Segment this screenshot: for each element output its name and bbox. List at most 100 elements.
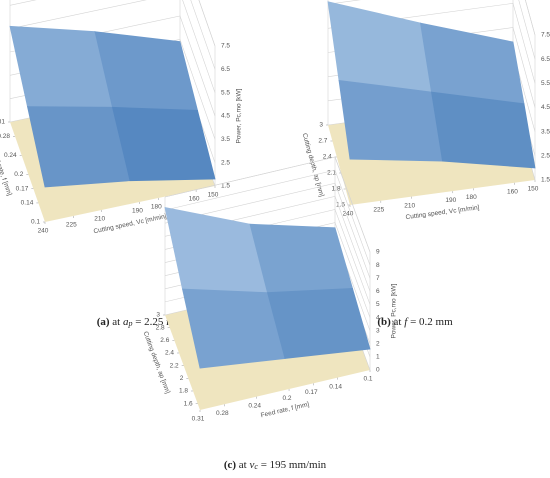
- z-tick-label: 0: [376, 367, 380, 374]
- caption-label: (a): [97, 316, 110, 328]
- z-tick-label: 2.5: [541, 153, 550, 160]
- surface-chart: 0 1 2 3 4 5 6 7 8 9 0.31 0.28 0.24 0.2 0.17 0.14 0.1 1.6 1…: [142, 156, 398, 471]
- z-tick-label: 1.5: [221, 183, 230, 190]
- surface-cell: [249, 223, 354, 294]
- surface-cell: [27, 106, 131, 188]
- y-tick-label: 2.2: [170, 362, 179, 369]
- y-tick-label: 2.4: [323, 154, 332, 161]
- z-tick-label: 3.5: [541, 128, 550, 135]
- surface-chart: 1.5 2.5 3.5 4.5 5.5 6.5 7.5 240 225 210 190 180 160 1…: [0, 0, 243, 328]
- surface-cell: [111, 106, 216, 182]
- surface-cell: [164, 206, 269, 294]
- caption-rest: = 0.2 mm: [407, 316, 453, 328]
- surface-cell: [327, 1, 432, 93]
- x-tick-label: 0.24: [248, 402, 261, 409]
- z-axis-label: Power, Pc,mo [kW]: [236, 88, 243, 143]
- grid-line: [525, 0, 536, 36]
- caption-text: at: [236, 459, 249, 471]
- x-tick-label: 0.31: [192, 416, 205, 423]
- x-tick-label: 240: [343, 211, 354, 218]
- caption-symbol: a: [123, 316, 129, 328]
- caption-label: (c): [224, 459, 237, 471]
- z-tick-label: 7: [376, 275, 380, 282]
- grid-line: [198, 0, 216, 47]
- z-tick-label: 1: [376, 354, 380, 361]
- x-tick-label: 190: [445, 197, 456, 204]
- y-tick-label: 1.8: [332, 186, 341, 193]
- z-tick-label: 2.5: [221, 159, 230, 166]
- caption-symbol: v: [249, 459, 254, 471]
- x-tick-label: 0.14: [329, 383, 342, 390]
- z-tick-label: 5.5: [541, 80, 550, 87]
- caption: (c) at vc = 195 mm/min: [224, 459, 327, 471]
- y-tick-label: 0.28: [0, 133, 10, 140]
- z-tick-label: 7.5: [541, 32, 550, 39]
- x-tick-label: 210: [404, 202, 415, 209]
- x-tick-label: 240: [38, 228, 49, 235]
- surface-chart: 1.5 2.5 3.5 4.5 5.5 6.5 7.5 240 225 210 190 180 160 1…: [301, 0, 550, 328]
- y-tick-label: 2.6: [160, 337, 169, 344]
- x-tick-label: 210: [94, 216, 105, 223]
- x-tick-label: 225: [373, 207, 384, 214]
- surface-cell: [338, 79, 443, 162]
- grid-line: [327, 0, 536, 60]
- z-axis-label: Power, Pc,mo [kW]: [391, 283, 398, 338]
- x-axis-label: Feed rate, f [mm]: [260, 401, 310, 419]
- z-tick-label: 2: [376, 340, 380, 347]
- caption-text: at: [391, 316, 404, 328]
- caption: (b) at f = 0.2 mm: [377, 316, 453, 328]
- y-tick-label: 0.24: [4, 152, 17, 159]
- caption-sub: c: [254, 462, 258, 471]
- grid-line: [164, 182, 371, 279]
- y-tick-label: 1.6: [184, 400, 193, 407]
- y-tick-label: 2: [180, 375, 184, 382]
- z-tick-label: 9: [376, 249, 380, 256]
- x-tick-label: 150: [528, 186, 539, 193]
- y-tick-label: 0.17: [16, 185, 29, 192]
- caption-label: (b): [377, 316, 391, 328]
- caption-text: at: [110, 316, 123, 328]
- z-tick-label: 6: [376, 288, 380, 295]
- surface-cell: [266, 287, 371, 359]
- z-tick-label: 6.5: [541, 56, 550, 63]
- grid-line: [9, 0, 216, 93]
- caption-sub: p: [127, 319, 132, 328]
- surface-cell: [431, 91, 536, 169]
- y-tick-label: 1.8: [179, 388, 188, 395]
- x-tick-label: 0.2: [283, 395, 292, 402]
- caption-rest: = 195 mm/min: [258, 459, 327, 471]
- x-tick-label: 160: [189, 196, 200, 203]
- x-tick-label: 160: [507, 188, 518, 195]
- x-tick-label: 180: [466, 194, 477, 201]
- x-axis-label: Cutting speed, Vc [m/min]: [405, 204, 480, 221]
- y-tick-label: 0.31: [0, 119, 5, 126]
- y-tick-label: 1.5: [336, 202, 345, 209]
- y-tick-label: 2.4: [165, 350, 174, 357]
- y-tick-label: 2.1: [327, 170, 336, 177]
- caption-symbol: f: [404, 316, 409, 328]
- wall-edge: [525, 0, 536, 36]
- y-tick-label: 2.8: [156, 324, 165, 331]
- z-tick-label: 5: [376, 301, 380, 308]
- z-tick-label: 3.5: [221, 136, 230, 143]
- z-tick-label: 5.5: [221, 89, 230, 96]
- y-tick-label: 3: [156, 312, 160, 319]
- x-tick-label: 190: [132, 208, 143, 215]
- y-tick-label: 2.7: [318, 138, 327, 145]
- x-tick-label: 0.1: [363, 376, 372, 383]
- z-tick-label: 4.5: [221, 113, 230, 120]
- y-tick-label: 3: [319, 122, 323, 129]
- z-tick-label: 3: [376, 327, 380, 334]
- z-tick-label: 8: [376, 262, 380, 269]
- z-tick-label: 4.5: [541, 104, 550, 111]
- z-tick-label: 6.5: [221, 66, 230, 73]
- y-tick-label: 0.2: [14, 171, 23, 178]
- z-tick-label: 4: [376, 314, 380, 321]
- grid-line: [164, 156, 371, 253]
- surface-cell: [94, 31, 199, 111]
- x-tick-label: 225: [66, 222, 77, 229]
- grid-line: [164, 169, 371, 266]
- y-tick-label: 0.14: [21, 200, 34, 207]
- y-tick-label: 0.1: [31, 219, 40, 226]
